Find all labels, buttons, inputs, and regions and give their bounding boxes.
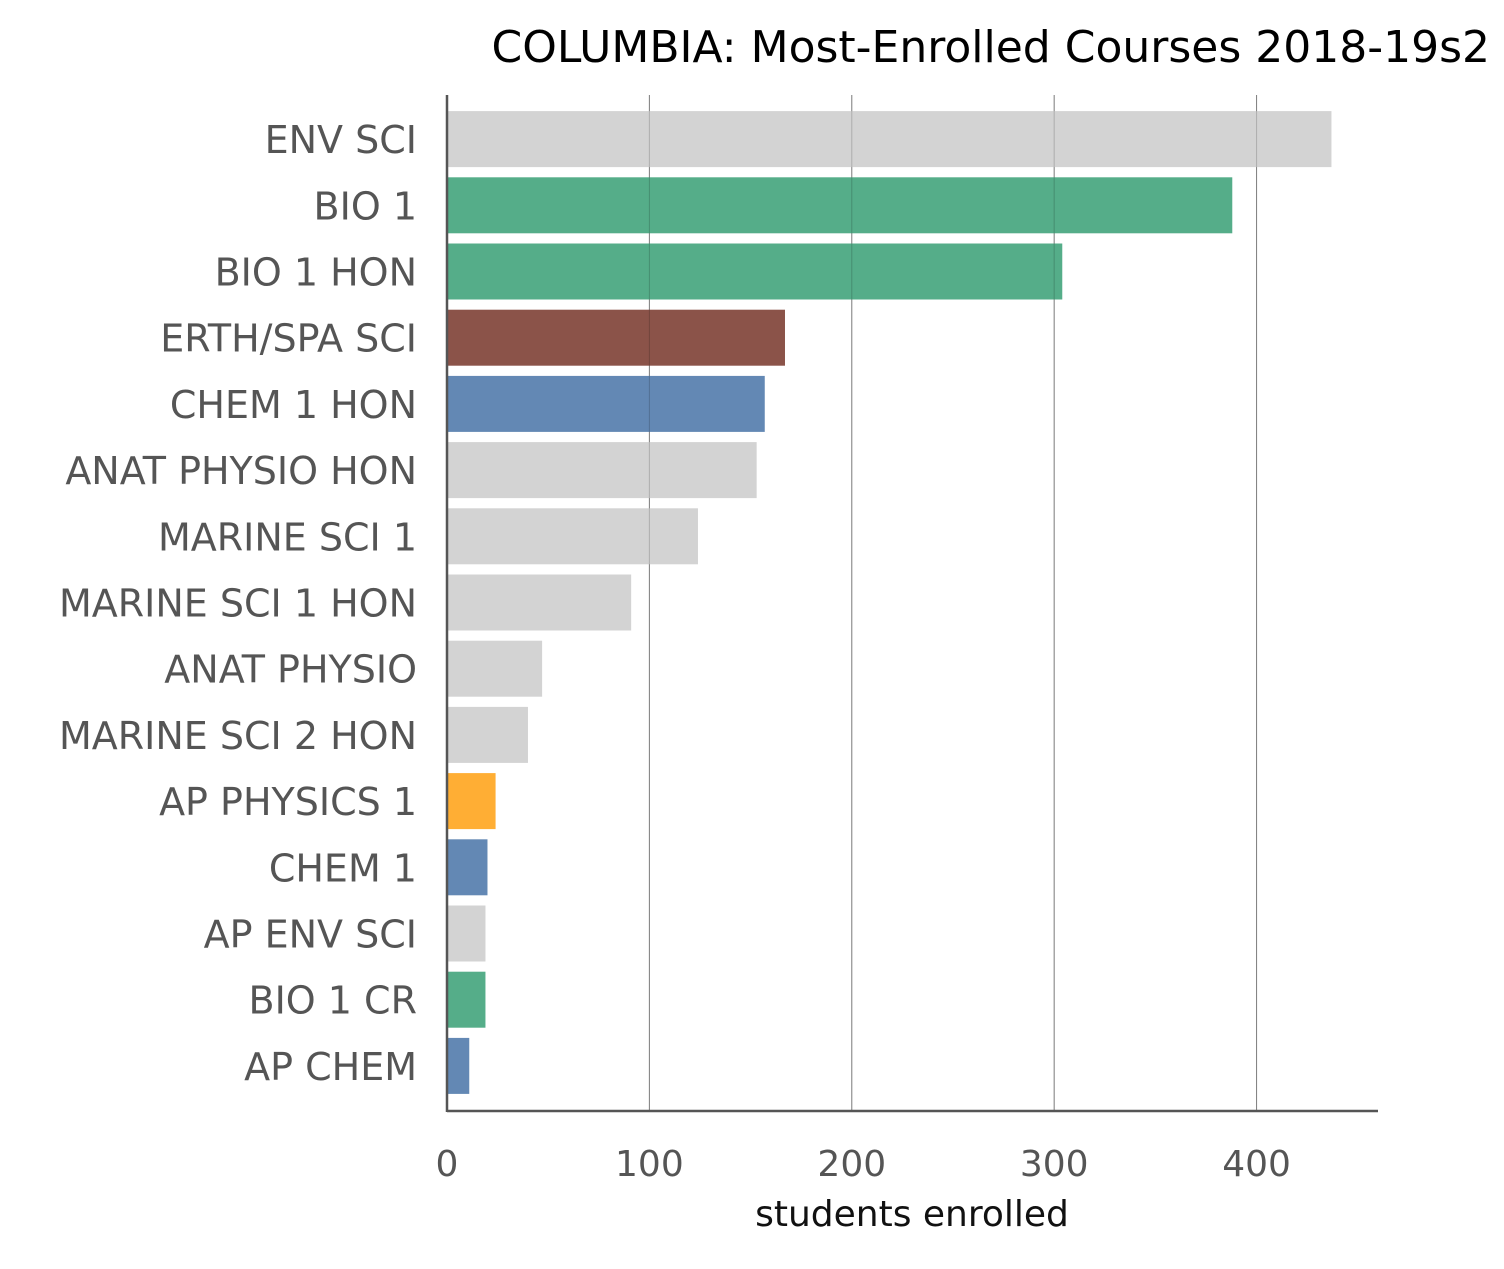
- category-label-bio-1: BIO 1: [314, 184, 417, 228]
- bar-env-sci: [448, 111, 1332, 168]
- bar-ap-env-sci: [448, 905, 486, 962]
- x-tick-label-100: 100: [615, 1144, 684, 1185]
- category-label-ap-physics-1: AP PHYSICS 1: [159, 780, 417, 824]
- x-tick-label-400: 400: [1222, 1144, 1291, 1185]
- category-label-erth-spa-sci: ERTH/SPA SCI: [160, 317, 417, 361]
- bar-chem-1: [448, 839, 488, 896]
- chart-title: COLUMBIA: Most-Enrolled Courses 2018-19s…: [491, 22, 1490, 73]
- category-label-chem-1-hon: CHEM 1 HON: [170, 383, 417, 427]
- bar-erth-spa-sci: [448, 309, 785, 366]
- x-axis-label: students enrolled: [755, 1194, 1069, 1235]
- category-label-bio-1-hon: BIO 1 HON: [215, 251, 417, 295]
- bar-marine-sci-1-hon: [448, 574, 632, 631]
- category-label-chem-1: CHEM 1: [269, 846, 417, 890]
- category-label-env-sci: ENV SCI: [265, 118, 417, 162]
- x-tick-label-300: 300: [1020, 1144, 1089, 1185]
- category-label-marine-sci-1: MARINE SCI 1: [158, 515, 417, 559]
- x-tick-label-0: 0: [436, 1144, 459, 1185]
- category-label-ap-env-sci: AP ENV SCI: [204, 913, 417, 957]
- bar-ap-physics-1: [448, 773, 496, 830]
- bar-chem-1-hon: [448, 375, 765, 432]
- category-label-ap-chem: AP CHEM: [244, 1045, 417, 1089]
- bar-bio-1-cr: [448, 971, 486, 1028]
- bar-marine-sci-1: [448, 508, 698, 565]
- bar-bio-1-hon: [448, 243, 1063, 300]
- category-label-anat-physio: ANAT PHYSIO: [164, 648, 417, 692]
- category-label-anat-physio-hon: ANAT PHYSIO HON: [65, 449, 417, 493]
- bar-bio-1: [448, 177, 1233, 234]
- bar-anat-physio: [448, 640, 543, 697]
- category-label-marine-sci-2-hon: MARINE SCI 2 HON: [59, 714, 417, 758]
- bar-ap-chem: [448, 1037, 470, 1094]
- bar-marine-sci-2-hon: [448, 706, 528, 763]
- category-label-bio-1-cr: BIO 1 CR: [249, 979, 417, 1023]
- category-label-marine-sci-1-hon: MARINE SCI 1 HON: [59, 582, 417, 626]
- bar-anat-physio-hon: [448, 442, 757, 499]
- x-tick-label-200: 200: [817, 1144, 886, 1185]
